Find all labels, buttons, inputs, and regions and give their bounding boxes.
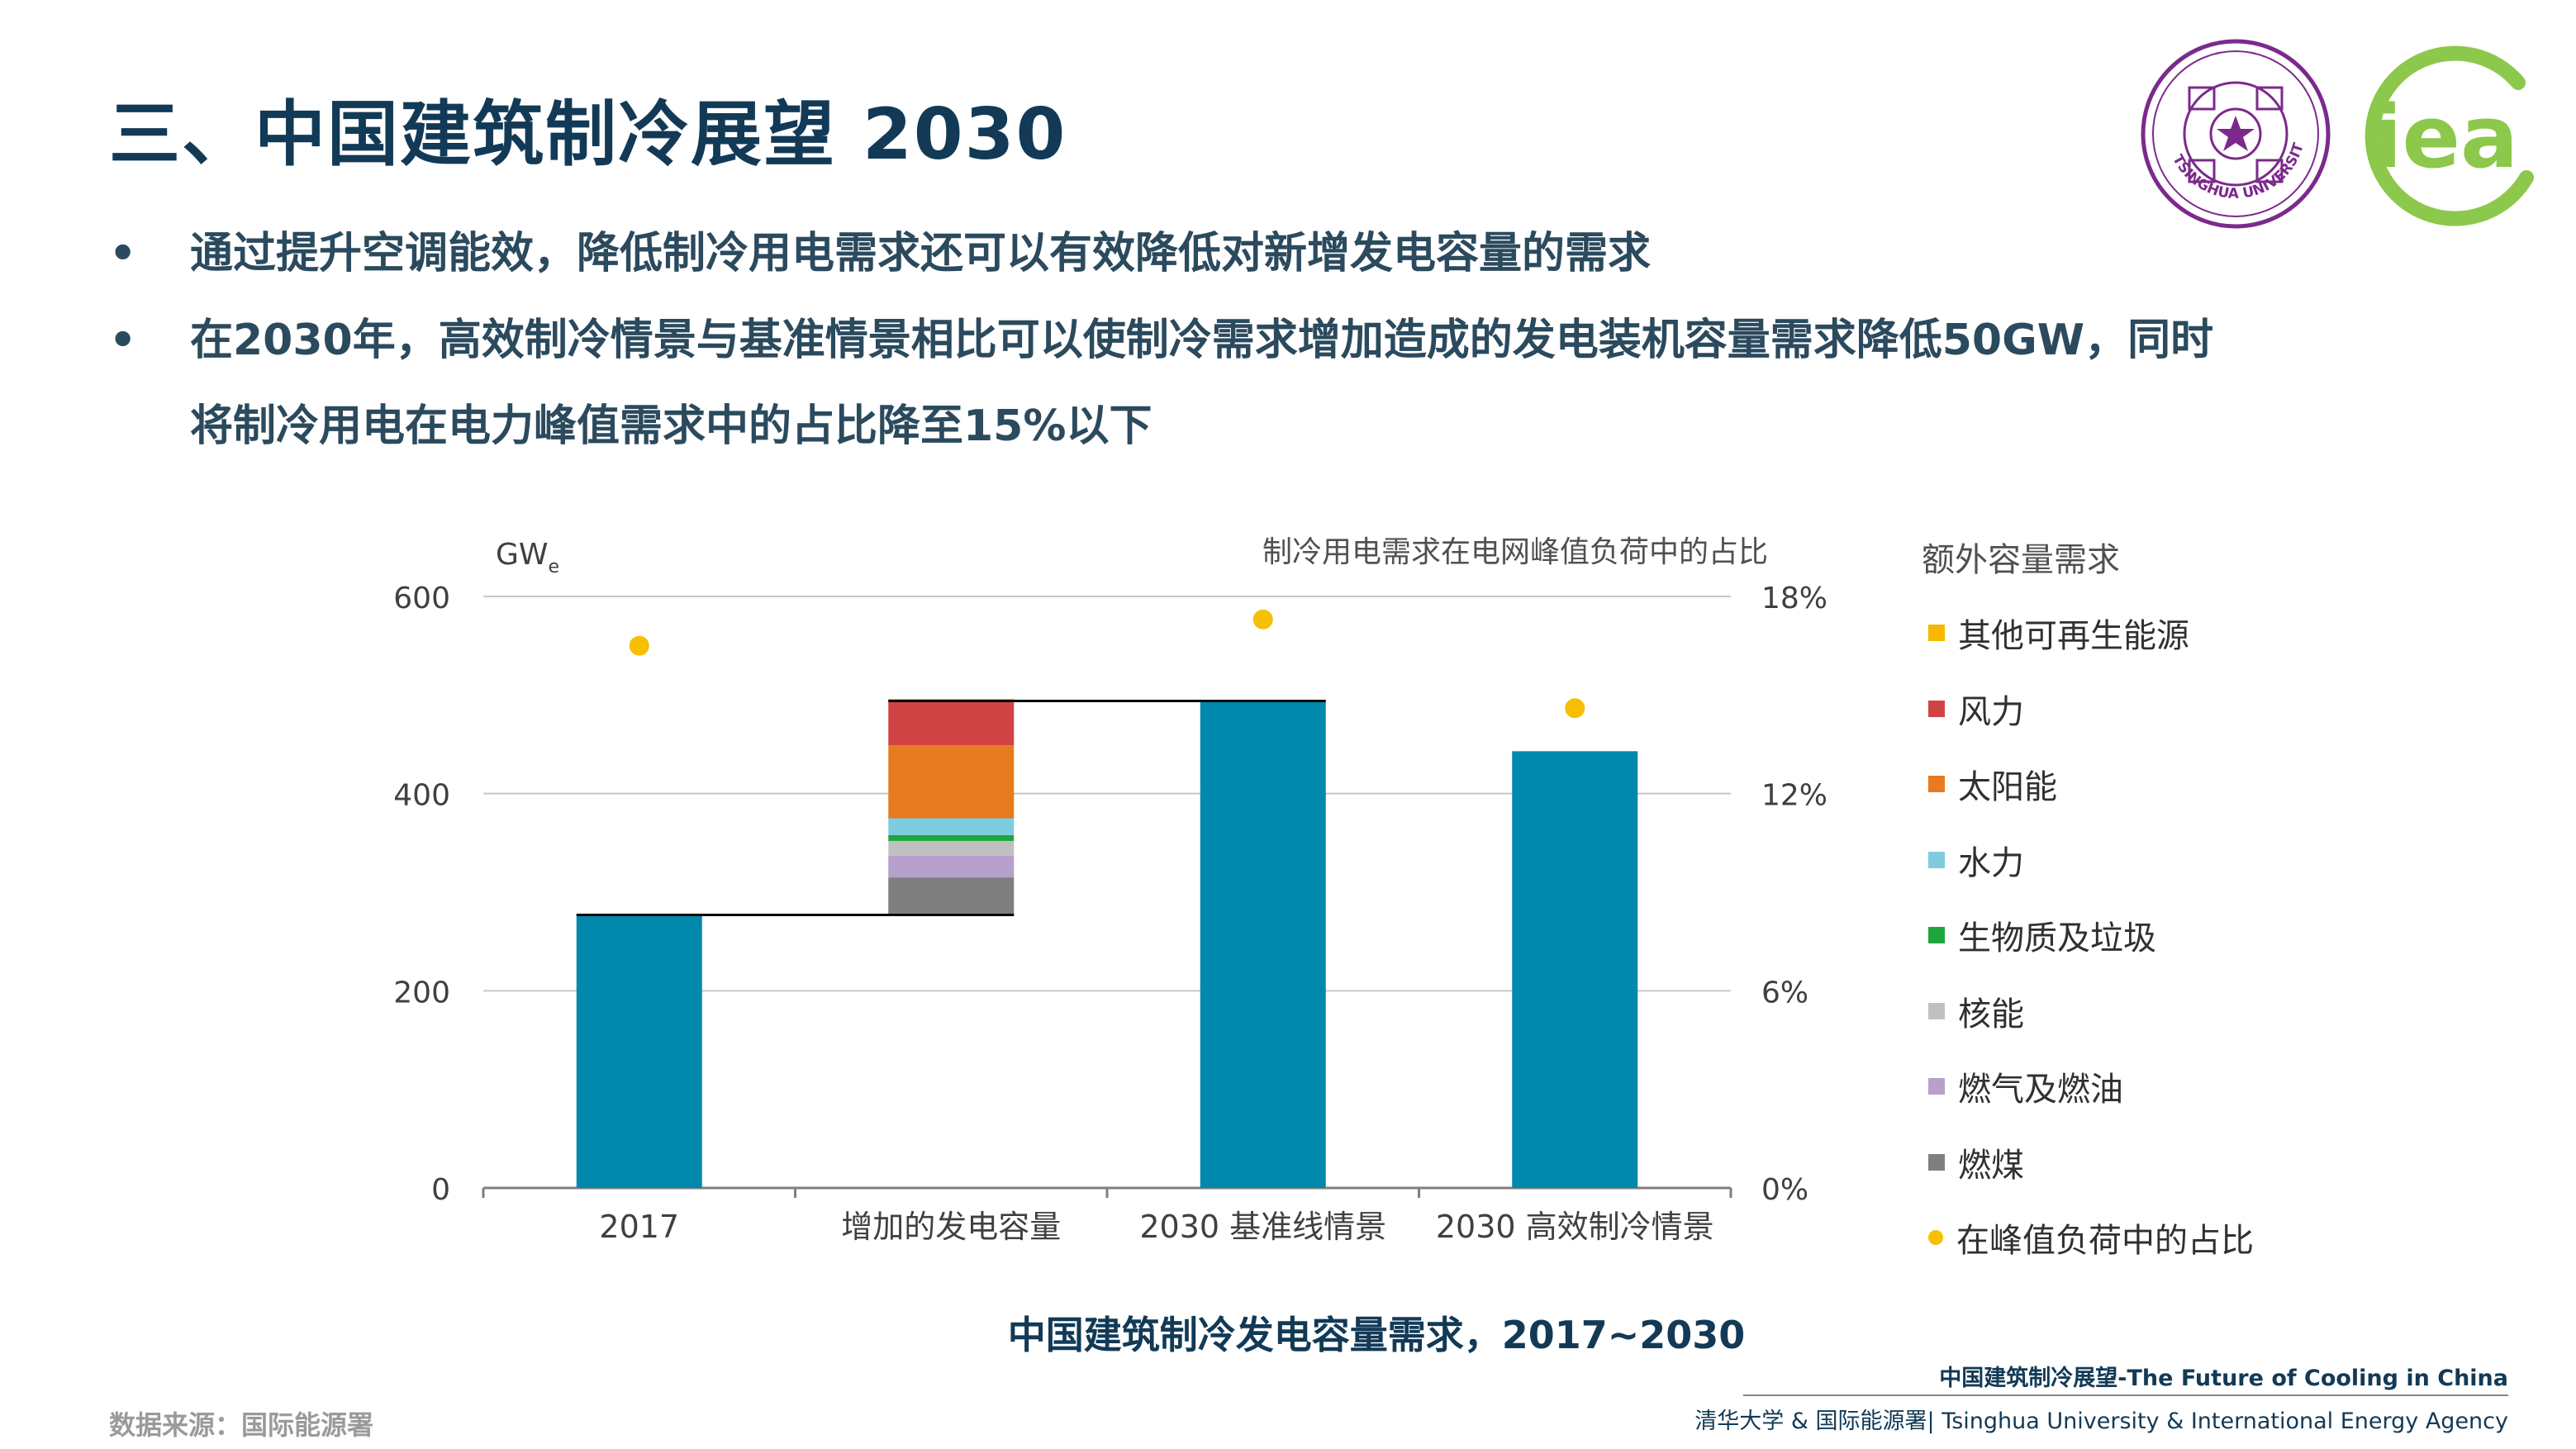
y2-tick-label: 6% — [1761, 976, 1808, 1010]
iea-logo: iea — [2365, 45, 2534, 226]
y-axis-label-subscript: e — [549, 557, 560, 577]
legend-label: 其他可再生能源 — [1958, 617, 2189, 655]
legend-label: 水力 — [1958, 843, 2024, 882]
legend-label: 太阳能 — [1958, 768, 2057, 806]
x-category-label: 2017 — [599, 1209, 679, 1245]
bar-total — [576, 915, 702, 1188]
legend-swatch — [1928, 1230, 1943, 1245]
bar-segment — [888, 840, 1015, 856]
legend-item: 燃煤 — [1928, 1138, 2024, 1187]
legend-item: 太阳能 — [1928, 759, 2057, 809]
footer-subtitle: 清华大学 & 国际能源署| Tsinghua University & Inte… — [1694, 1409, 2508, 1434]
bullet-2-line-1: 在2030年，高效制冷情景与基准情景相比可以使制冷需求增加造成的发电装机容量需求… — [190, 316, 2214, 365]
legend-label: 风力 — [1958, 692, 2024, 731]
share-point — [629, 635, 649, 656]
share-point — [1252, 609, 1273, 629]
x-category-label: 2030 基准线情景 — [1139, 1209, 1386, 1245]
y2-tick-label: 18% — [1761, 582, 1827, 615]
bullet-1-mark: • — [109, 229, 137, 278]
bullet-1-line-1: 通过提升空调能效，降低制冷用电需求还可以有效降低对新增发电容量的需求 — [190, 229, 1652, 278]
bullet-2-mark: • — [109, 316, 137, 365]
legend-item: 核能 — [1928, 986, 2024, 1036]
y-tick-label: 200 — [393, 976, 450, 1010]
legend-label: 核能 — [1958, 995, 2024, 1033]
tsinghua-logo: TSINGHUA UNIVERSITY 1911 — [2138, 36, 2331, 229]
slide-title: 三、中国建筑制冷展望 2030 — [109, 93, 1067, 176]
legend-item: 在峰值负荷中的占比 — [1928, 1213, 2254, 1262]
bar-segment — [888, 745, 1015, 819]
legend-item: 燃气及燃油 — [1928, 1062, 2123, 1111]
legend-swatch — [1928, 1002, 1945, 1019]
legend-label: 燃煤 — [1958, 1146, 2024, 1185]
y2-axis-label: 制冷用电需求在电网峰值负荷中的占比 — [1262, 535, 1768, 569]
y2-tick-label: 12% — [1761, 779, 1827, 813]
legend-swatch — [1928, 927, 1945, 943]
legend-item: 生物质及垃圾 — [1928, 910, 2156, 960]
legend-swatch — [1928, 625, 1945, 641]
legend-swatch — [1928, 851, 1945, 868]
bar-segment — [888, 877, 1015, 915]
bar-segment — [888, 701, 1015, 746]
legend-swatch — [1928, 700, 1945, 717]
legend-label: 在峰值负荷中的占比 — [1956, 1222, 2254, 1260]
iea-logo-text: iea — [2373, 87, 2518, 188]
legend-swatch — [1928, 1153, 1945, 1171]
chart-caption: 中国建筑制冷发电容量需求，2017~2030 — [1007, 1313, 1746, 1357]
tsinghua-logo-text: TSINGHUA UNIVERSITY 1911 — [2138, 36, 2307, 202]
legend-label: 燃气及燃油 — [1958, 1071, 2123, 1109]
y2-tick-label: 0% — [1761, 1173, 1808, 1207]
legend-swatch — [1928, 1078, 1945, 1095]
y-tick-label: 0 — [431, 1173, 450, 1207]
legend-swatch — [1928, 776, 1945, 792]
bullet-2-line-2: 将制冷用电在电力峰值需求中的占比降至15%以下 — [190, 401, 1153, 451]
legend-item: 风力 — [1928, 684, 2024, 734]
legend-item: 其他可再生能源 — [1928, 608, 2189, 658]
legend-item: 水力 — [1928, 835, 2024, 885]
bar-segment — [888, 834, 1015, 841]
legend-label: 生物质及垃圾 — [1958, 919, 2156, 957]
source-note: 数据来源：国际能源署 — [109, 1409, 374, 1441]
footer-divider — [1743, 1394, 2508, 1396]
bar-segment — [888, 818, 1015, 835]
bar-total — [1200, 701, 1326, 1188]
x-category-label: 增加的发电容量 — [841, 1209, 1061, 1245]
y-axis-label: GWe — [496, 538, 559, 577]
legend-title: 额外容量需求 — [1922, 541, 2120, 579]
x-category-label: 2030 高效制冷情景 — [1436, 1209, 1714, 1245]
bar-segment — [888, 855, 1015, 878]
y-tick-label: 400 — [393, 779, 450, 813]
y-tick-label: 600 — [393, 582, 450, 615]
footer-title: 中国建筑制冷展望-The Future of Cooling in China — [1939, 1366, 2508, 1391]
bar-total — [1512, 751, 1638, 1188]
capacity-chart: 0 200 400 600 0% 6% 12% 18% GWe 制冷用电需求在电网峰值负荷中的占比… — [393, 535, 1827, 1245]
share-point — [1565, 698, 1585, 719]
